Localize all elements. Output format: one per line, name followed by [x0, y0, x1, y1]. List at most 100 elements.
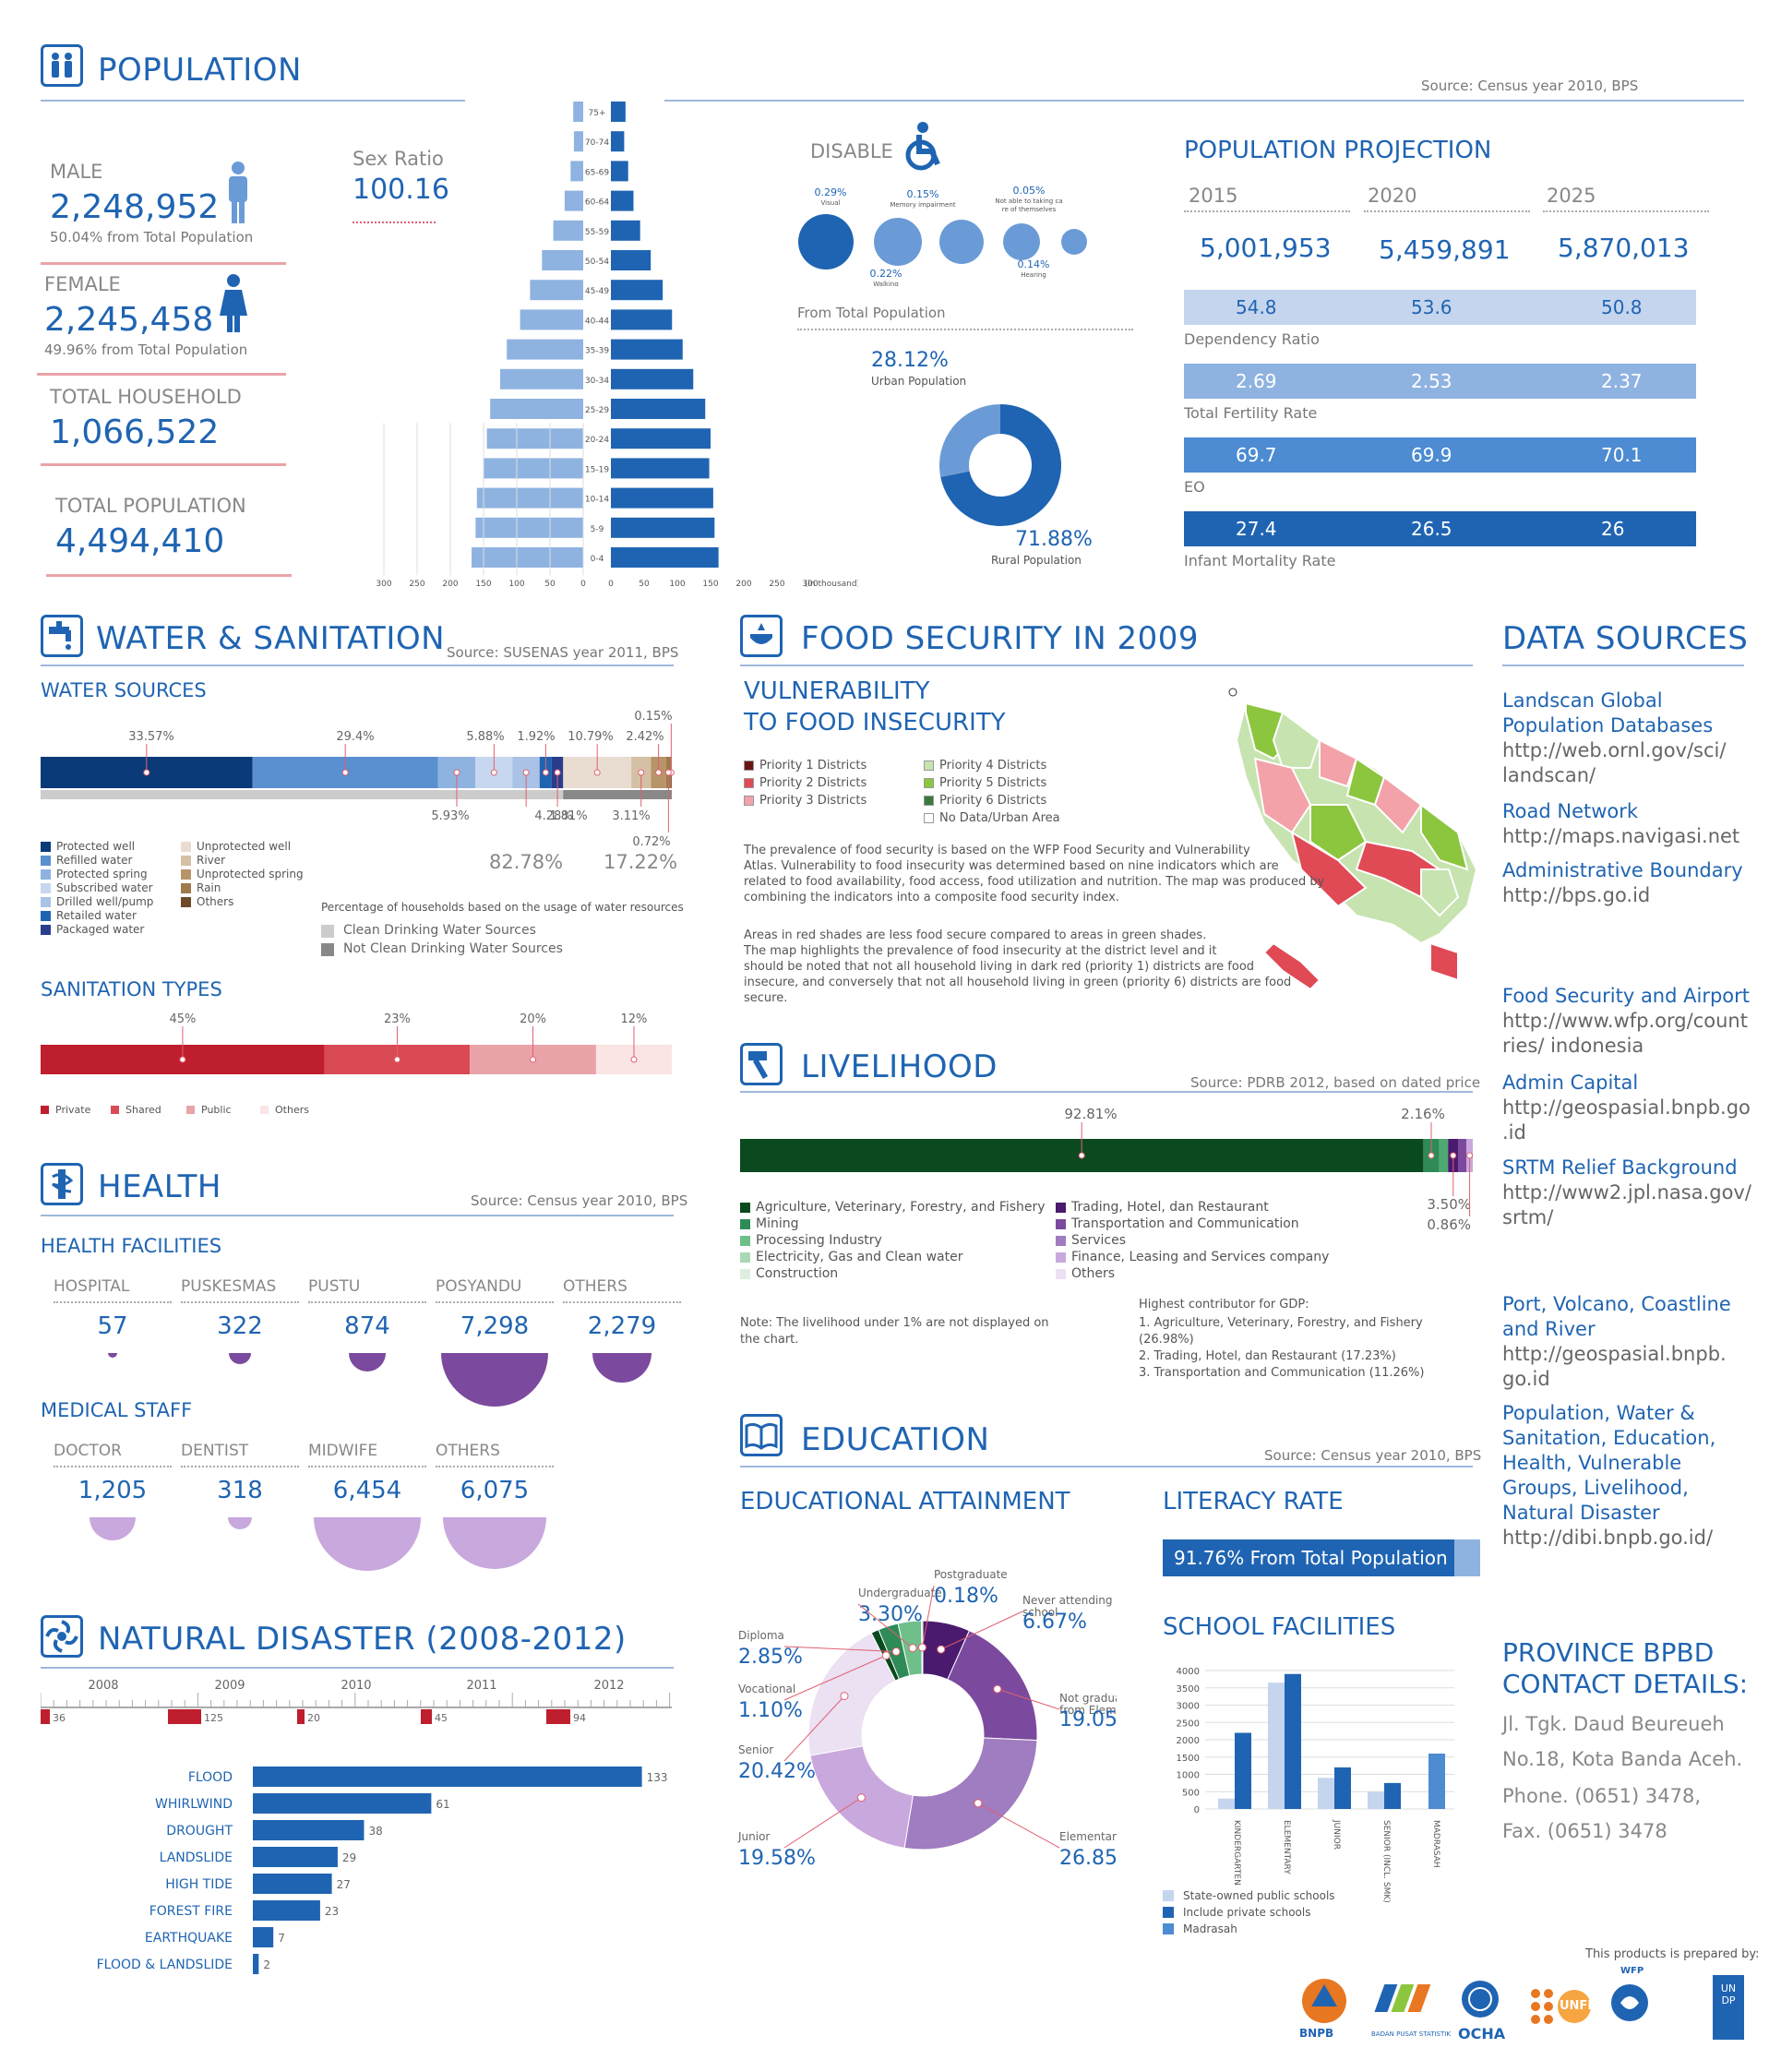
female-icon: [218, 273, 249, 338]
disaster-timeline: 2008 2009 2010 2011 2012 36 125 20 45 94: [40, 1672, 677, 1741]
sanitation-legend-label: Shared: [126, 1104, 161, 1116]
pyramid-bar-right: [611, 220, 640, 241]
disaster-title: NATURAL DISASTER (2008-2012): [98, 1621, 627, 1658]
projection-bar: 54.8 53.6 50.8: [1184, 290, 1696, 325]
gdp-item-1: 1. Agriculture, Veterinary, Forestry, an…: [1139, 1316, 1423, 1330]
food-paragraph-1: related to food availability, food acces…: [744, 875, 1325, 889]
urban-slice: [939, 404, 1000, 477]
pyramid-bar-left: [542, 250, 583, 270]
pyramid-bar-right: [611, 250, 651, 270]
sanitation-pct: 23%: [384, 1012, 411, 1026]
pyramid-axis-tick: 150: [702, 580, 718, 589]
proj-value-2: 5,459,891: [1379, 234, 1511, 265]
data-source-url: http://geospasial.bnpb.: [1502, 1343, 1727, 1365]
water-legend-item: Retailed water: [41, 909, 137, 922]
livelihood-legend-item: Transportation and Communication: [1056, 1216, 1299, 1231]
health-item-value: 874: [344, 1312, 390, 1340]
pyramid-bar-right: [611, 368, 694, 389]
female-label: FEMALE: [44, 273, 121, 295]
data-source-title: Population, Water &: [1502, 1402, 1695, 1424]
school-facilities-title: SCHOOL FACILITIES: [1163, 1613, 1396, 1641]
projection-value: 50.8: [1601, 296, 1643, 318]
water-dot: [341, 769, 349, 776]
disaster-label: DROUGHT: [166, 1824, 233, 1838]
disaster-value: 7: [278, 1932, 285, 1945]
pyramid-age-label: 55-59: [585, 228, 609, 237]
livelihood-pct: 92.81%: [1064, 1106, 1117, 1122]
attainment-pct: 1.10%: [738, 1699, 803, 1722]
livelihood-dot: [1450, 1152, 1457, 1159]
water-top-label: 10.79%: [568, 730, 614, 744]
male-value: 2,248,952: [50, 188, 220, 226]
data-source-title: SRTM Relief Background: [1502, 1156, 1738, 1179]
timeline-value: 125: [204, 1712, 223, 1724]
water-bottom-label: 1.81%: [549, 809, 587, 823]
water-top-label: 5.88%: [466, 730, 504, 744]
sanitation-bar: 45% 23% 20% 12% Private Shared Public Others: [41, 1006, 677, 1120]
wfp-logo: [1602, 1973, 1657, 2032]
attainment-pct: 0.18%: [934, 1585, 998, 1608]
contact-title-1: PROVINCE BPBD: [1502, 1637, 1715, 1668]
data-source-title: Food Security and Airport: [1502, 985, 1751, 1007]
data-source-url: http://bps.go.id: [1502, 884, 1651, 906]
pyramid-bar-left: [490, 399, 583, 419]
health-item-value: 2,279: [587, 1312, 657, 1340]
food-legend-item: Priority 5 Districts: [924, 776, 1046, 790]
food-paragraph-1: Atlas. Vulnerability to food insecurity …: [744, 859, 1279, 873]
school-bar: [1268, 1683, 1285, 1809]
sanitation-dot: [630, 1056, 638, 1063]
pyramid-axis-tick: 100: [669, 580, 685, 589]
literacy-text: 91.76% From Total Population: [1174, 1547, 1448, 1569]
pyramid-age-label: 65-69: [585, 168, 609, 177]
water-legend-item: River: [181, 854, 225, 867]
school-category: ELEMENTARY: [1282, 1820, 1291, 1874]
data-source-url: http://geospasial.bnpb.go: [1502, 1096, 1751, 1119]
rural-label: Rural Population: [991, 554, 1082, 567]
water-dot: [453, 769, 460, 776]
food-paragraph-1: combining the indicators into a composit…: [744, 891, 1120, 904]
pyramid-age-label: 15-19: [585, 465, 609, 474]
attainment-slice: [807, 1632, 896, 1756]
attainment-dot: [993, 1684, 1002, 1694]
disaster-value: 2: [263, 1958, 270, 1971]
water-legend-item: Drilled well/pump: [41, 895, 153, 908]
health-item-label: OTHERS: [436, 1442, 500, 1460]
disaster-label: EARTHQUAKE: [145, 1931, 233, 1946]
data-sources-title: DATA SOURCES: [1502, 620, 1749, 657]
school-bar: [1285, 1673, 1301, 1809]
health-divider: [436, 1466, 554, 1467]
attainment-leader: [921, 1585, 935, 1648]
rural-pct: 71.88%: [1015, 528, 1093, 551]
sanitation-dot: [179, 1056, 186, 1063]
education-title: EDUCATION: [801, 1421, 990, 1458]
attainment-leader: [857, 1603, 914, 1649]
disaster-value: 29: [342, 1851, 356, 1864]
disaster-value: 27: [337, 1878, 351, 1891]
food-paragraph-2: The map highlights the prevalence of foo…: [744, 944, 1217, 958]
health-half-circle: [348, 1353, 387, 1372]
health-facilities-title: HEALTH FACILITIES: [41, 1235, 222, 1257]
disability-pct: 0.14%: [1018, 258, 1050, 270]
disaster-bar-chart: FLOOD 133 WHIRLWIND 61 DROUGHT 38 LANDSLIDE 29 H…: [41, 1754, 705, 1988]
male-label: MALE: [50, 161, 103, 183]
livelihood-note-1: Note: The livelihood under 1% are not di…: [740, 1316, 1049, 1330]
pyramid-bar-left: [520, 309, 583, 330]
pyramid-bar-right: [611, 517, 715, 538]
data-source-title: Port, Volcano, Coastline: [1502, 1293, 1731, 1315]
rural-slice: [940, 404, 1061, 526]
timeline-value: 20: [307, 1712, 320, 1724]
health-item-label: PUSTU: [308, 1277, 361, 1296]
total-population-label: TOTAL POPULATION: [55, 495, 246, 517]
disability-label: Not able to taking ca: [995, 198, 1062, 205]
attainment-pct: 19.58%: [738, 1847, 816, 1870]
pyramid-axis-tick: 300: [802, 580, 818, 589]
pyramid-bar-left: [553, 220, 583, 241]
education-source: Source: Census year 2010, BPS: [1264, 1447, 1482, 1464]
pyramid-bar-right: [611, 547, 719, 568]
projection-value: 26.5: [1411, 518, 1452, 540]
health-item-label: DENTIST: [181, 1442, 249, 1460]
pyramid-axis-unit: (in thousand): [805, 580, 858, 589]
undp-logo-text: UNDP: [1720, 1982, 1737, 2006]
food-legend-item: Priority 4 Districts: [924, 759, 1046, 773]
